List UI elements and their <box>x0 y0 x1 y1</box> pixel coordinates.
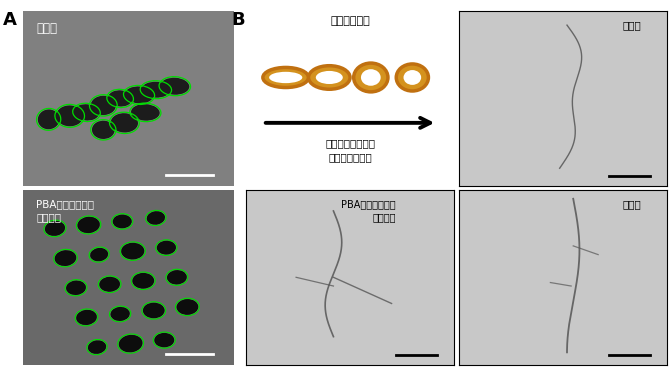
Ellipse shape <box>147 211 165 225</box>
Ellipse shape <box>141 82 170 97</box>
Ellipse shape <box>88 340 106 354</box>
Ellipse shape <box>131 104 159 121</box>
Text: 未処理: 未処理 <box>36 22 57 35</box>
Ellipse shape <box>403 70 421 85</box>
Ellipse shape <box>396 64 428 91</box>
Text: PBAリガンド搭載
ナノ粒子: PBAリガンド搭載 ナノ粒子 <box>36 199 94 222</box>
Ellipse shape <box>160 78 190 95</box>
Text: A: A <box>3 11 17 29</box>
Ellipse shape <box>309 66 350 89</box>
Ellipse shape <box>74 104 99 121</box>
Ellipse shape <box>269 72 302 83</box>
Text: 褐藻の模式図: 褐藻の模式図 <box>330 16 370 26</box>
Ellipse shape <box>108 90 132 106</box>
Ellipse shape <box>167 270 187 285</box>
Ellipse shape <box>66 280 86 295</box>
Ellipse shape <box>133 273 154 289</box>
Ellipse shape <box>111 113 138 132</box>
Text: 未処理: 未処理 <box>623 199 642 209</box>
Ellipse shape <box>111 307 130 321</box>
Ellipse shape <box>45 221 65 236</box>
Ellipse shape <box>99 277 120 292</box>
Ellipse shape <box>354 63 388 92</box>
Ellipse shape <box>90 248 108 261</box>
Ellipse shape <box>154 333 174 347</box>
Text: B: B <box>231 11 245 29</box>
Ellipse shape <box>55 250 76 266</box>
Ellipse shape <box>78 217 100 233</box>
Ellipse shape <box>263 67 309 87</box>
Ellipse shape <box>121 243 144 260</box>
Text: 投与前: 投与前 <box>623 20 642 30</box>
Ellipse shape <box>76 310 97 325</box>
Ellipse shape <box>119 335 143 352</box>
Ellipse shape <box>157 241 176 254</box>
Ellipse shape <box>92 121 115 139</box>
Ellipse shape <box>38 109 60 129</box>
Text: PBAリガンド搭載
ナノ粒子: PBAリガンド搭載 ナノ粒子 <box>341 199 396 222</box>
Ellipse shape <box>176 299 198 315</box>
Ellipse shape <box>316 71 343 84</box>
Ellipse shape <box>113 215 132 228</box>
Text: 成長すると細長い
細胞が丸くなる: 成長すると細長い 細胞が丸くなる <box>325 138 375 163</box>
Ellipse shape <box>143 303 165 318</box>
Ellipse shape <box>361 69 381 86</box>
Ellipse shape <box>90 96 116 115</box>
Ellipse shape <box>56 105 83 126</box>
Ellipse shape <box>125 86 153 103</box>
